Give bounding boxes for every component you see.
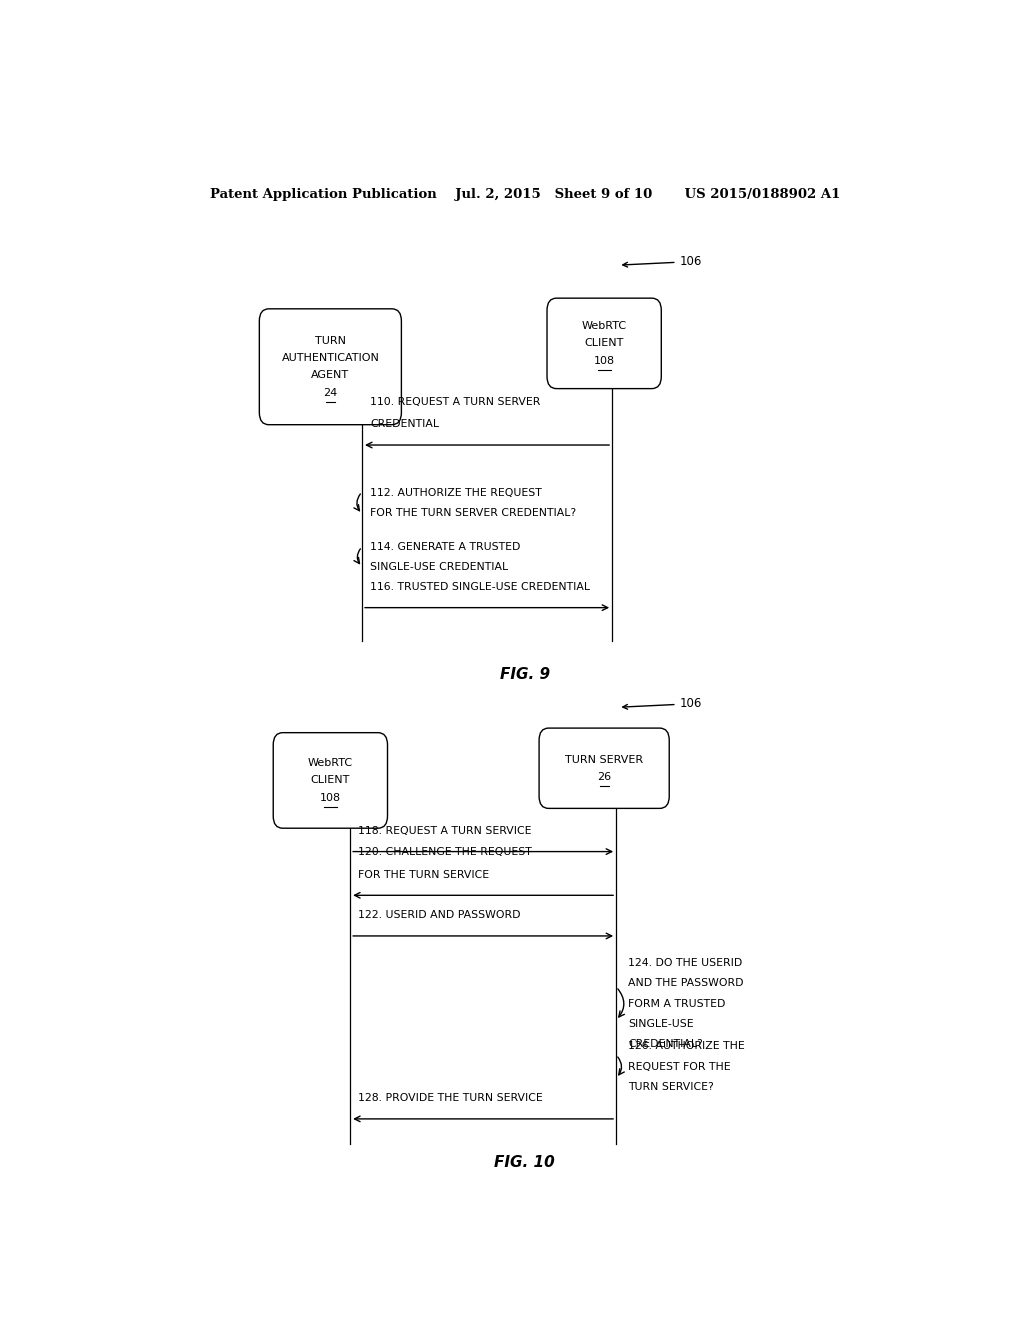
Text: 118. REQUEST A TURN SERVICE: 118. REQUEST A TURN SERVICE [358,826,531,836]
Text: 112. AUTHORIZE THE REQUEST: 112. AUTHORIZE THE REQUEST [370,488,542,498]
Text: 110. REQUEST A TURN SERVER: 110. REQUEST A TURN SERVER [370,397,541,407]
Text: 124. DO THE USERID: 124. DO THE USERID [628,958,742,968]
Text: AGENT: AGENT [311,371,349,380]
Text: 114. GENERATE A TRUSTED: 114. GENERATE A TRUSTED [370,541,520,552]
Text: 116. TRUSTED SINGLE-USE CREDENTIAL: 116. TRUSTED SINGLE-USE CREDENTIAL [370,582,590,591]
Text: AUTHENTICATION: AUTHENTICATION [282,354,379,363]
Text: 108: 108 [594,355,614,366]
FancyBboxPatch shape [259,309,401,425]
Text: SINGLE-USE CREDENTIAL: SINGLE-USE CREDENTIAL [370,562,508,572]
Text: Patent Application Publication    Jul. 2, 2015   Sheet 9 of 10       US 2015/018: Patent Application Publication Jul. 2, 2… [210,189,840,202]
Text: AND THE PASSWORD: AND THE PASSWORD [628,978,743,989]
Text: FIG. 10: FIG. 10 [495,1155,555,1170]
Text: TURN SERVICE?: TURN SERVICE? [628,1082,714,1092]
Text: FIG. 9: FIG. 9 [500,667,550,682]
Text: 128. PROVIDE THE TURN SERVICE: 128. PROVIDE THE TURN SERVICE [358,1093,543,1104]
Text: CLIENT: CLIENT [310,775,350,785]
Text: 26: 26 [597,772,611,781]
Text: FOR THE TURN SERVER CREDENTIAL?: FOR THE TURN SERVER CREDENTIAL? [370,508,577,519]
Text: 126. AUTHORIZE THE: 126. AUTHORIZE THE [628,1041,744,1051]
Text: WebRTC: WebRTC [582,321,627,331]
Text: 108: 108 [319,793,341,803]
Text: WebRTC: WebRTC [308,758,353,768]
Text: SINGLE-USE: SINGLE-USE [628,1019,693,1028]
Text: 106: 106 [623,697,701,710]
Text: CREDENTIAL?: CREDENTIAL? [628,1039,702,1049]
Text: 120. CHALLENGE THE REQUEST: 120. CHALLENGE THE REQUEST [358,847,531,857]
Text: 24: 24 [324,388,338,397]
Text: 122. USERID AND PASSWORD: 122. USERID AND PASSWORD [358,911,520,920]
Text: TURN: TURN [314,335,346,346]
FancyBboxPatch shape [539,729,670,808]
FancyBboxPatch shape [547,298,662,388]
Text: REQUEST FOR THE: REQUEST FOR THE [628,1061,730,1072]
Text: FORM A TRUSTED: FORM A TRUSTED [628,998,725,1008]
Text: CLIENT: CLIENT [585,338,624,348]
Text: TURN SERVER: TURN SERVER [565,755,643,764]
Text: CREDENTIAL: CREDENTIAL [370,420,439,429]
FancyBboxPatch shape [273,733,387,828]
Text: FOR THE TURN SERVICE: FOR THE TURN SERVICE [358,870,489,879]
Text: 106: 106 [623,255,701,268]
